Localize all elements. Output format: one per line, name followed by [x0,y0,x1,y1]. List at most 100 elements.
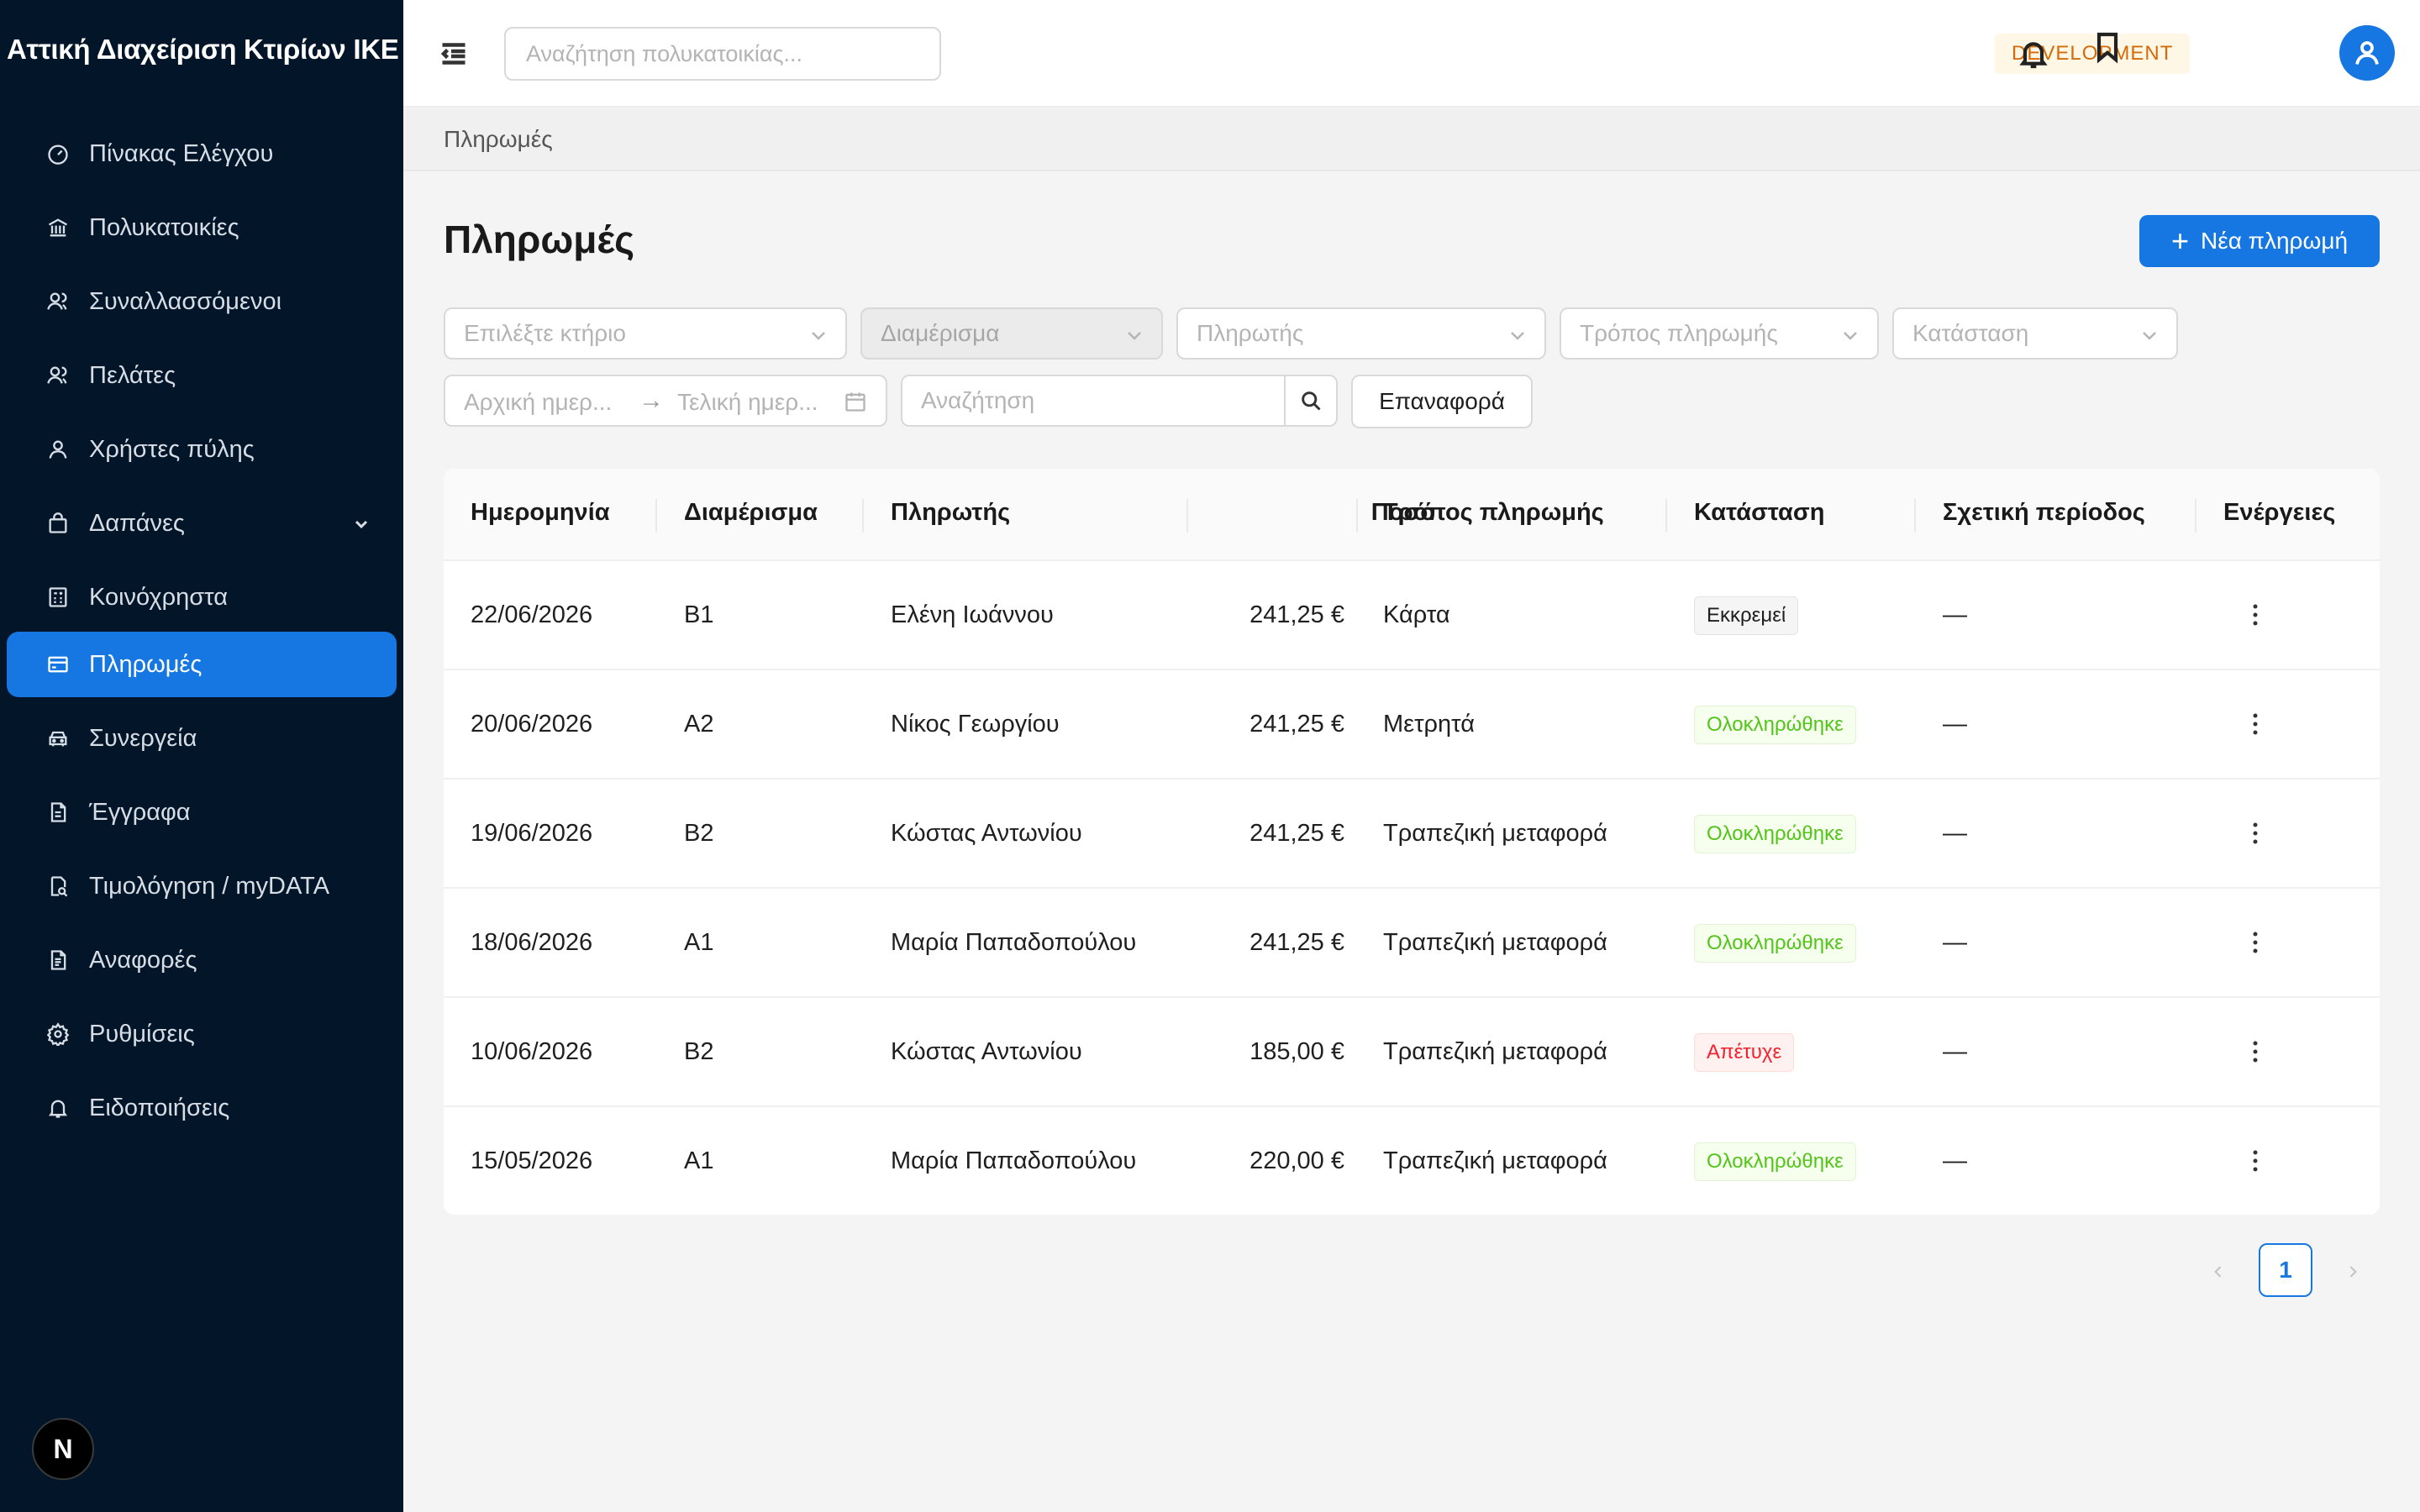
users-icon [45,363,71,388]
sidebar-item-customers[interactable]: Πελάτες [7,343,397,408]
column-header-date[interactable]: Ημερομηνία [471,499,610,526]
payment-method-select[interactable]: Τρόπος πληρωμής [1560,307,1879,360]
more-actions-icon[interactable] [2238,707,2272,741]
column-header-apartment[interactable]: Διαμέρισμα [684,499,818,526]
calendar-icon [844,390,867,413]
bookmark-icon[interactable] [2091,30,2124,64]
bell-icon[interactable] [2017,37,2050,71]
dashboard-icon [45,141,71,166]
nextjs-badge-icon[interactable]: N [32,1418,94,1480]
sidebar-item-reports[interactable]: Αναφορές [7,927,397,993]
arrow-right-icon: → [639,386,664,414]
more-actions-icon[interactable] [2238,1144,2272,1178]
building-select-placeholder: Επιλέξτε κτήριο [464,320,626,346]
sidebar-item-label: Τιμολόγηση / myDATA [89,872,330,900]
chevron-down-icon [2139,324,2160,344]
chevron-down-icon [808,324,829,344]
column-header-method[interactable]: Τρόπος πληρωμής [1383,499,1604,526]
chevron-down-icon [1840,324,1860,344]
payment-method-placeholder: Τρόπος πληρωμής [1580,320,1778,346]
status-badge: Ολοκληρώθηκε [1694,1142,1856,1181]
more-actions-icon[interactable] [2238,926,2272,959]
cell-amount: 220,00 € [1249,1147,1344,1174]
file-icon [45,800,71,825]
column-divider [1356,499,1358,533]
column-header-actions: Ενέργειες [2223,499,2336,526]
status-select-placeholder: Κατάσταση [1912,320,2029,346]
brand-title: Αττική Διαχείριση Κτιρίων ΙΚΕ [7,34,399,65]
status-badge: Ολοκληρώθηκε [1694,706,1856,744]
column-header-amount[interactable]: Ποσό [1370,499,1435,526]
chevron-down-icon [1124,324,1144,344]
table-header: Ημερομηνία Διαμέρισμα Πληρωτής Ποσό Τρόπ… [444,469,2380,561]
payer-select[interactable]: Πληρωτής [1176,307,1546,360]
more-actions-icon[interactable] [2238,816,2272,850]
payment-search [901,375,1338,427]
payments-table: Ημερομηνία Διαμέρισμα Πληρωτής Ποσό Τρόπ… [444,469,2380,1215]
sidebar-item-counterparties[interactable]: Συναλλασσόμενοι [7,269,397,334]
sidebar-item-label: Συναλλασσόμενοι [89,287,282,315]
table-row[interactable]: 18/06/2026 Α1 Μαρία Παπαδοπούλου 241,25 … [444,889,2380,998]
status-badge: Ολοκληρώθηκε [1694,924,1856,963]
new-payment-button[interactable]: + Νέα πληρωμή [2139,215,2380,267]
menu-fold-icon[interactable] [439,39,469,69]
cell-period: — [1943,711,1967,738]
reset-button[interactable]: Επαναφορά [1351,375,1533,428]
sidebar-item-dashboard[interactable]: Πίνακας Ελέγχου [7,121,397,186]
file-search-icon [45,874,71,899]
cell-period: — [1943,929,1967,956]
sidebar-item-payments[interactable]: Πληρωμές [7,632,397,697]
pagination-prev-icon[interactable] [2202,1255,2235,1289]
sidebar-item-buildings[interactable]: Πολυκατοικίες [7,195,397,260]
column-divider [655,499,657,533]
sidebar-item-expenses[interactable]: Δαπάνες [7,491,397,556]
chevron-down-icon[interactable] [351,513,371,533]
cell-method: Τραπεζική μεταφορά [1383,820,1607,847]
end-date-input[interactable]: Τελική ημερ... [677,389,818,415]
sidebar-item-documents[interactable]: Έγγραφα [7,780,397,845]
gear-icon [45,1021,71,1047]
table-row[interactable]: 20/06/2026 Α2 Νίκος Γεωργίου 241,25 € Με… [444,670,2380,780]
sidebar-item-common-charges[interactable]: Κοινόχρηστα [7,564,397,630]
sidebar-item-workshops[interactable]: Συνεργεία [7,706,397,771]
sidebar-item-notifications[interactable]: Ειδοποιήσεις [7,1075,397,1141]
cell-date: 19/06/2026 [471,820,593,847]
search-button[interactable] [1284,375,1338,427]
shopping-bag-icon [45,511,71,536]
breadcrumb[interactable]: Πληρωμές [444,126,553,152]
column-header-payer[interactable]: Πληρωτής [891,499,1011,526]
pagination-page-1[interactable]: 1 [2259,1243,2312,1297]
status-select[interactable]: Κατάσταση [1892,307,2178,360]
breadcrumb-bar: Πληρωμές [403,109,2420,171]
building-select[interactable]: Επιλέξτε κτήριο [444,307,847,360]
cell-method: Τραπεζική μεταφορά [1383,1038,1607,1065]
more-actions-icon[interactable] [2238,1035,2272,1068]
sidebar-item-label: Χρήστες πύλης [89,435,255,463]
table-row[interactable]: 19/06/2026 Β2 Κώστας Αντωνίου 241,25 € Τ… [444,780,2380,889]
date-range-picker[interactable]: Αρχική ημερ... → Τελική ημερ... [444,375,887,427]
cell-apartment: Β1 [684,601,714,628]
more-actions-icon[interactable] [2238,598,2272,632]
avatar[interactable] [2339,25,2395,81]
cell-period: — [1943,820,1967,847]
column-header-period[interactable]: Σχετική περίοδος [1943,499,2145,526]
search-input[interactable] [901,375,1286,427]
cell-apartment: Α1 [684,1147,714,1174]
pagination-next-icon[interactable] [2336,1255,2370,1289]
sidebar-item-label: Δαπάνες [89,509,185,537]
cell-date: 15/05/2026 [471,1147,593,1174]
table-row[interactable]: 22/06/2026 Β1 Ελένη Ιωάννου 241,25 € Κάρ… [444,561,2380,670]
sidebar-item-invoicing[interactable]: Τιμολόγηση / myDATA [7,853,397,919]
user-icon [2355,41,2379,65]
column-header-status[interactable]: Κατάσταση [1694,499,1825,526]
sidebar-item-portal-users[interactable]: Χρήστες πύλης [7,417,397,482]
cell-period: — [1943,1147,1967,1174]
sidebar-item-label: Συνεργεία [89,724,197,752]
sidebar-item-settings[interactable]: Ρυθμίσεις [7,1001,397,1067]
building-search-input[interactable] [504,27,941,81]
cell-date: 18/06/2026 [471,929,593,956]
apartment-select[interactable]: Διαμέρισμα [860,307,1163,360]
table-row[interactable]: 10/06/2026 Β2 Κώστας Αντωνίου 185,00 € Τ… [444,998,2380,1107]
table-row[interactable]: 15/05/2026 Α1 Μαρία Παπαδοπούλου 220,00 … [444,1107,2380,1215]
start-date-input[interactable]: Αρχική ημερ... [464,389,613,415]
